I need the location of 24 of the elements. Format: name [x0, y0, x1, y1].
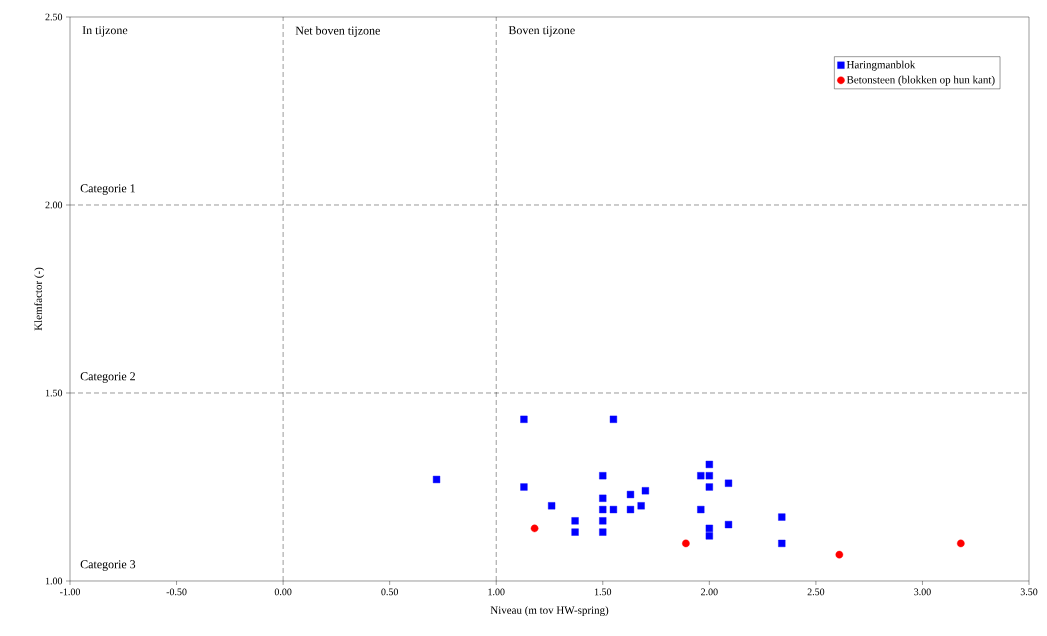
- ref-line-label: Categorie 2: [80, 372, 135, 383]
- x-tick-label: 3.50: [1020, 588, 1038, 596]
- x-tick-label: 3.00: [914, 588, 931, 596]
- annotation: In tijzone: [82, 26, 128, 37]
- ref-line-label: Net boven tijzone: [295, 26, 380, 38]
- legend-label: Betonsteen (blokken op hun kant): [846, 75, 995, 86]
- x-axis-title: Niveau (m tov HW-spring): [490, 606, 609, 617]
- x-tick-label: 0.50: [381, 588, 399, 596]
- x-tick-label: -0.50: [166, 588, 187, 596]
- y-tick-label: 2.50: [45, 13, 63, 21]
- annotation: Categorie 3: [80, 560, 136, 571]
- legend-label: Haringmanblok: [846, 60, 916, 71]
- y-tick-label: 2.00: [45, 201, 63, 209]
- ref-line-label: Boven tijzone: [508, 26, 575, 37]
- x-tick-label: 0.00: [274, 588, 292, 596]
- ref-line-label: Categorie 1: [80, 184, 135, 195]
- y-tick-label: 1.00: [45, 577, 63, 585]
- y-tick-label: 1.50: [45, 389, 63, 397]
- x-tick-label: 1.50: [594, 588, 612, 596]
- x-tick-label: -1.00: [60, 588, 80, 596]
- x-tick-label: 1.00: [488, 588, 505, 596]
- x-tick-label: 2.00: [701, 588, 718, 596]
- y-axis-title: Klemfactor (-): [34, 267, 45, 331]
- x-tick-label: 2.50: [807, 588, 825, 596]
